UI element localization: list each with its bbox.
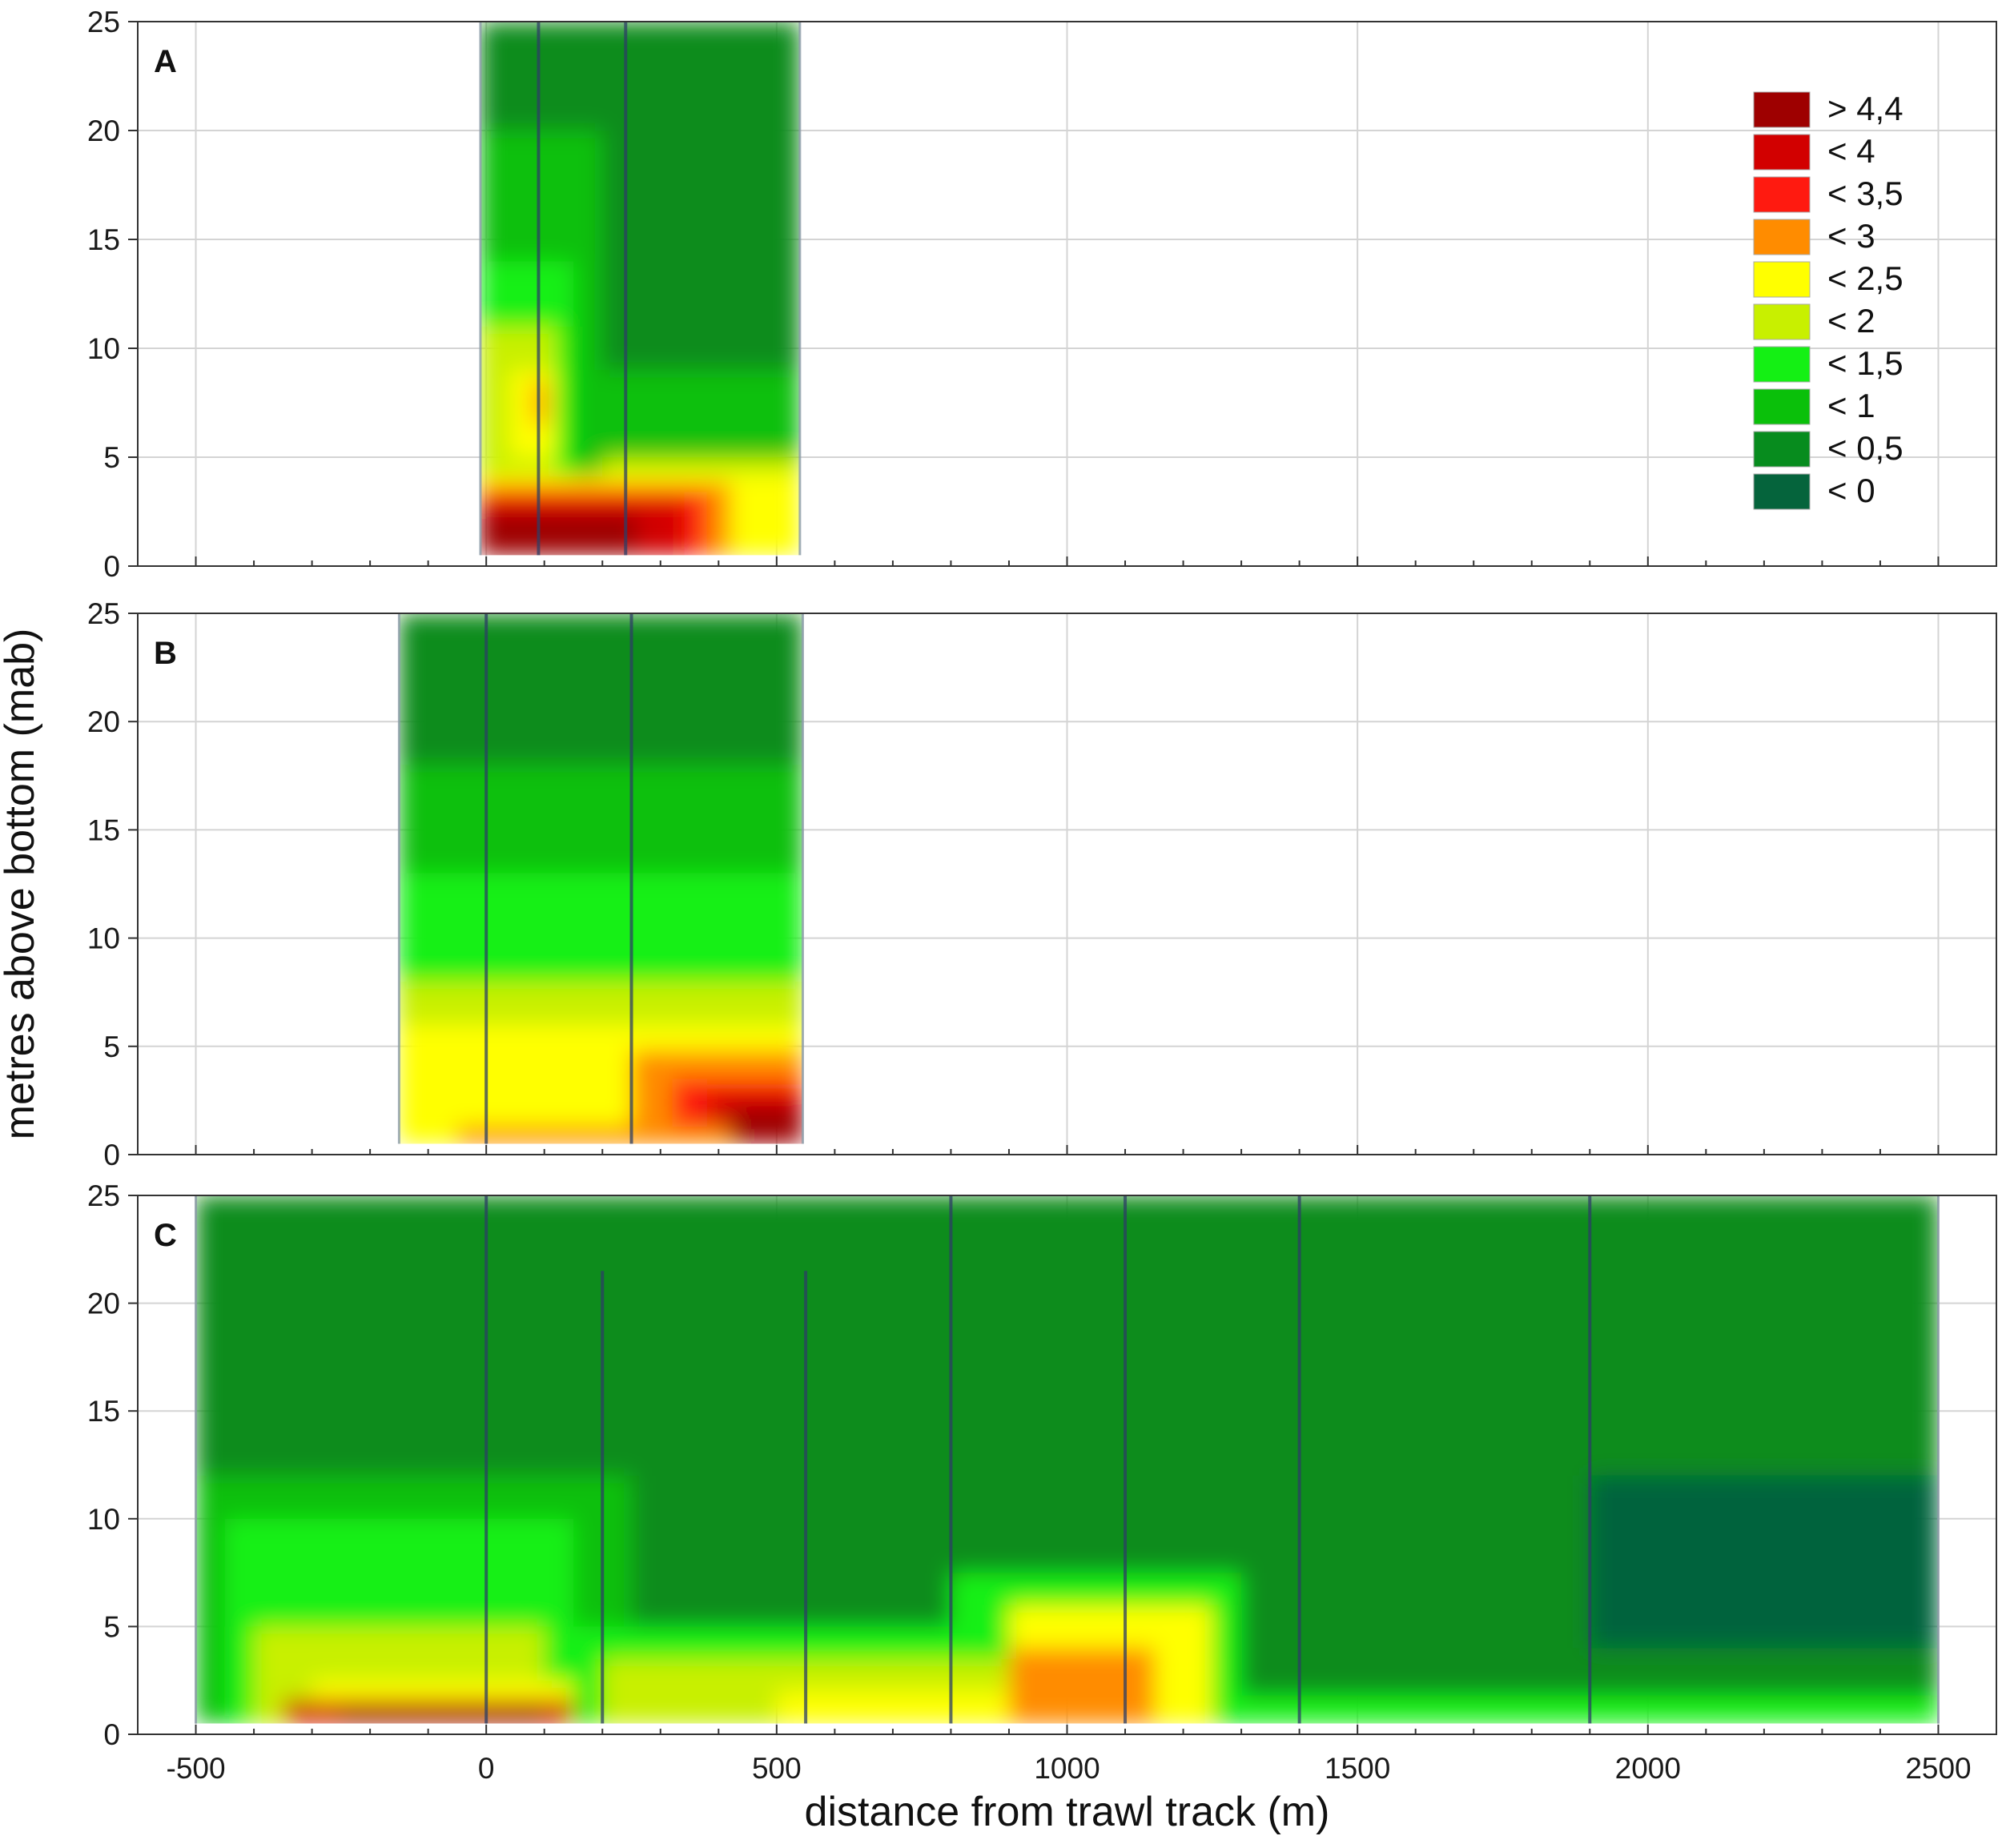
y-tick-label: 25 xyxy=(87,1179,120,1212)
panel-a-stations xyxy=(479,22,802,556)
y-tick-label: 20 xyxy=(87,114,120,147)
y-tick-label: 20 xyxy=(87,1288,120,1320)
x-tick-label: 1000 xyxy=(1034,1752,1099,1785)
panel-a-yticks: 0 5 10 15 20 25 xyxy=(87,6,138,583)
contour-region xyxy=(1038,1680,1155,1724)
panel-label-c: C xyxy=(154,1218,177,1253)
legend-label: < 1,5 xyxy=(1827,344,1904,382)
contour-region xyxy=(456,1126,730,1144)
y-tick-label: 15 xyxy=(87,1395,120,1428)
contour-regions xyxy=(399,613,803,1144)
panel-a-xticks xyxy=(137,556,1997,566)
y-tick-label: 0 xyxy=(103,550,120,583)
panel-c: 0 5 10 15 20 25 -500 0 500 1000 1500 2000 2500 C xyxy=(87,1179,1997,1785)
panel-c-stations xyxy=(195,1195,1940,1724)
y-tick-label: 20 xyxy=(87,705,120,738)
y-tick-label: 10 xyxy=(87,332,120,365)
x-tick-label: 0 xyxy=(478,1752,495,1785)
legend-label: < 3 xyxy=(1827,217,1875,255)
legend-label: < 0,5 xyxy=(1827,429,1904,467)
y-tick-label: 0 xyxy=(103,1718,120,1751)
panel-c-xticks: -500 0 500 1000 1500 2000 2500 xyxy=(137,1725,1997,1785)
legend-label: < 2,5 xyxy=(1827,259,1904,297)
x-tick-label: 2000 xyxy=(1615,1752,1681,1785)
y-tick-label: 10 xyxy=(87,1503,120,1536)
y-tick-label: 5 xyxy=(103,1030,120,1063)
legend-swatch xyxy=(1753,91,1811,128)
legend-swatch xyxy=(1753,473,1811,510)
y-tick-label: 15 xyxy=(87,814,120,846)
contour-region xyxy=(428,1713,533,1724)
legend-label: < 1 xyxy=(1827,387,1875,424)
panel-c-contour xyxy=(195,1195,1939,1724)
legend-label: < 4 xyxy=(1827,132,1875,170)
panel-label-a: A xyxy=(154,44,177,79)
contour-region xyxy=(1590,1475,1939,1649)
y-tick-label: 5 xyxy=(103,441,120,474)
panel-b-stations xyxy=(397,613,804,1144)
panel-b-xticks xyxy=(137,1145,1997,1155)
panel-b-yticks: 0 5 10 15 20 25 xyxy=(87,597,138,1171)
x-tick-label: 500 xyxy=(752,1752,802,1785)
panel-c-yticks: 0 5 10 15 20 25 xyxy=(87,1179,138,1751)
contour-region xyxy=(480,513,637,556)
x-axis-title: distance from trawl track (m) xyxy=(805,1789,1330,1835)
legend-swatch xyxy=(1753,388,1811,425)
y-axis-title: metres above bottom (mab) xyxy=(0,629,43,1140)
legend-label: < 0 xyxy=(1827,472,1875,509)
legend-swatch xyxy=(1753,219,1811,255)
y-tick-label: 10 xyxy=(87,922,120,955)
contour-region xyxy=(730,1107,803,1144)
legend-swatch xyxy=(1753,134,1811,171)
contour-regions xyxy=(480,22,800,556)
legend-swatch xyxy=(1753,176,1811,213)
legend-swatch xyxy=(1753,346,1811,383)
panel-a-contour xyxy=(480,22,800,556)
x-tick-label: -500 xyxy=(167,1752,226,1785)
legend: > 4,4 < 4 < 3,5 < 3 < 2,5 < 2 < 1,5 < 1 < 0,5 < 0 xyxy=(1753,90,1904,510)
y-tick-label: 0 xyxy=(103,1139,120,1171)
legend-label: < 3,5 xyxy=(1827,175,1904,212)
legend-label: > 4,4 xyxy=(1827,90,1904,127)
y-tick-label: 5 xyxy=(103,1610,120,1643)
y-tick-label: 25 xyxy=(87,597,120,630)
legend-label: < 2 xyxy=(1827,302,1875,339)
x-tick-label: 1500 xyxy=(1325,1752,1390,1785)
panel-b: 0 5 10 15 20 25 B xyxy=(87,597,1997,1171)
legend-swatch xyxy=(1753,261,1811,298)
panel-label-b: B xyxy=(154,636,177,671)
legend-swatch xyxy=(1753,303,1811,340)
contour-regions xyxy=(195,1195,1939,1724)
panel-a: 0 5 10 15 20 25 A xyxy=(87,6,1997,583)
y-tick-label: 25 xyxy=(87,6,120,38)
y-tick-label: 15 xyxy=(87,223,120,256)
x-tick-label: 2500 xyxy=(1905,1752,1971,1785)
legend-swatch xyxy=(1753,431,1811,468)
panel-b-contour xyxy=(399,613,803,1144)
panel-a-grid xyxy=(138,21,1996,567)
